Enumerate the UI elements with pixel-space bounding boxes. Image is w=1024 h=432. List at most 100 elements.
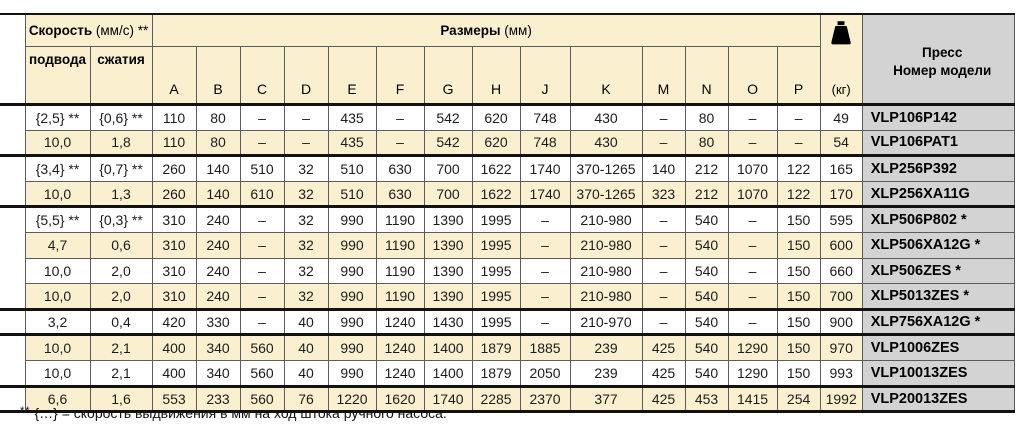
model-cell: XLP506ZES * xyxy=(861,257,1015,285)
cell-dim-f: 1240 xyxy=(375,359,425,388)
cell-dim-e: 510 xyxy=(327,180,377,209)
cell-dim-c: – xyxy=(239,129,285,158)
cell-dim-p: 150 xyxy=(776,231,821,259)
cell-speed-szhatiya: 1,8 xyxy=(89,129,153,158)
gutter-cell xyxy=(0,181,25,209)
cell-dim-d: 40 xyxy=(283,308,329,337)
cell-speed-szhatiya: {0,3} ** xyxy=(89,206,153,233)
cell-dim-f: 1240 xyxy=(375,334,425,361)
col-header-b: B xyxy=(195,46,241,106)
cell-dim-n: 540 xyxy=(684,283,729,311)
cell-dim-d: 32 xyxy=(283,231,329,259)
cell-dim-b: 80 xyxy=(195,129,241,158)
header-row-groups: Скорость (мм/с) ** Размеры (мм) (кг) xyxy=(0,13,1015,106)
col-header-p: P xyxy=(776,46,821,106)
cell-dim-c: – xyxy=(239,283,285,311)
cell-dim-b: 340 xyxy=(195,359,241,388)
cell-dim-p: – xyxy=(776,104,821,131)
cell-dim-g: 1740 xyxy=(423,385,473,414)
cell-weight-kg: 1992 xyxy=(819,385,863,414)
col-header-a: A xyxy=(151,46,197,106)
cell-speed-szhatiya: 0,4 xyxy=(89,308,153,337)
cell-dim-n: 540 xyxy=(684,334,729,361)
cell-dim-a: 260 xyxy=(151,155,197,182)
cell-dim-a: 110 xyxy=(151,104,197,131)
cell-dim-m: – xyxy=(641,104,686,131)
footnote-text: {…} = скорость выдвижения в мм на ход шт… xyxy=(34,405,447,421)
col-header-f: F xyxy=(375,46,425,106)
cell-dim-j: – xyxy=(519,308,571,337)
cell-dim-j: 748 xyxy=(519,129,571,158)
cell-speed-podvoda: 4,7 xyxy=(24,231,91,259)
cell-dim-a: 310 xyxy=(151,283,197,311)
cell-dim-b: 330 xyxy=(195,308,241,337)
cell-speed-podvoda: 6,6 xyxy=(24,385,91,414)
cell-dim-a: 260 xyxy=(151,180,197,209)
cell-dim-a: 310 xyxy=(151,257,197,285)
model-cell: XLP506P802 * xyxy=(861,206,1015,233)
cell-dim-k: 370-1265 xyxy=(569,180,643,209)
model-cell: VLP10013ZES xyxy=(861,359,1015,388)
cell-weight-kg: 993 xyxy=(819,359,863,388)
model-cell: VLP1006ZES xyxy=(861,334,1015,361)
cell-speed-podvoda: 10,0 xyxy=(24,334,91,361)
cell-dim-o: – xyxy=(727,283,778,311)
cell-dim-k: 430 xyxy=(569,104,643,131)
cell-dim-g: 1390 xyxy=(423,206,473,233)
cell-dim-n: 540 xyxy=(684,359,729,388)
dimensions-title: Размеры xyxy=(440,23,501,38)
cell-speed-szhatiya: 2,0 xyxy=(89,283,153,311)
cell-dim-n: 540 xyxy=(684,257,729,285)
cell-speed-podvoda: {3,4} ** xyxy=(24,155,91,182)
cell-dim-h: 1995 xyxy=(471,257,521,285)
cell-dim-f: 1190 xyxy=(375,257,425,285)
cell-dim-h: 1622 xyxy=(471,180,521,209)
cell-dim-c: – xyxy=(239,257,285,285)
cell-dim-g: 1390 xyxy=(423,231,473,259)
cell-dim-g: 700 xyxy=(423,155,473,182)
cell-dim-o: – xyxy=(727,129,778,158)
cell-dim-p: 150 xyxy=(776,359,821,388)
cell-dim-e: 990 xyxy=(327,257,377,285)
speed-title: Скорость xyxy=(28,23,93,38)
cell-weight-kg: 170 xyxy=(819,180,863,209)
cell-speed-szhatiya: 1,6 xyxy=(89,385,153,414)
model-cell: XLP256XA11G xyxy=(861,180,1015,209)
cell-dim-b: 140 xyxy=(195,180,241,209)
cell-dim-e: 990 xyxy=(327,206,377,233)
cell-dim-n: 212 xyxy=(684,180,729,209)
cell-dim-d: 76 xyxy=(283,385,329,414)
cell-dim-g: 1390 xyxy=(423,283,473,311)
cell-dim-m: – xyxy=(641,283,686,311)
table-row: 4,7 0,6 310 240–32 990 1190 1390 1995–210-980–5… xyxy=(0,231,1015,259)
cell-dim-p: 122 xyxy=(776,180,821,209)
cell-dim-k: 210-980 xyxy=(569,283,643,311)
cell-dim-f: 630 xyxy=(375,155,425,182)
cell-dim-a: 110 xyxy=(151,129,197,158)
cell-dim-f: 1190 xyxy=(375,231,425,259)
cell-dim-k: 430 xyxy=(569,129,643,158)
cell-dim-d: – xyxy=(283,104,329,131)
cell-dim-a: 553 xyxy=(151,385,197,414)
cell-dim-c: – xyxy=(239,308,285,337)
gutter-cell xyxy=(0,258,25,284)
col-header-podvoda: подвода xyxy=(24,46,91,106)
cell-dim-n: 80 xyxy=(684,129,729,158)
cell-dim-g: 542 xyxy=(423,104,473,131)
cell-dim-h: 1995 xyxy=(471,206,521,233)
cell-dim-k: 239 xyxy=(569,359,643,388)
cell-dim-c: 560 xyxy=(239,359,285,388)
speed-group-header: Скорость (мм/с) ** xyxy=(24,13,153,47)
gutter-cell xyxy=(0,335,25,361)
cell-dim-e: 990 xyxy=(327,334,377,361)
cell-dim-j: 2370 xyxy=(519,385,571,414)
cell-speed-podvoda: 10,0 xyxy=(24,359,91,388)
cell-weight-kg: 660 xyxy=(819,257,863,285)
table-row: 10,0 1,3 260 140 610 32 510 630 700 1622 1740 370-1… xyxy=(0,180,1015,209)
cell-dim-o: 1290 xyxy=(727,334,778,361)
cell-dim-b: 233 xyxy=(195,385,241,414)
cell-dim-d: – xyxy=(283,129,329,158)
cell-speed-podvoda: {2,5} ** xyxy=(24,104,91,131)
cell-dim-o: – xyxy=(727,308,778,337)
